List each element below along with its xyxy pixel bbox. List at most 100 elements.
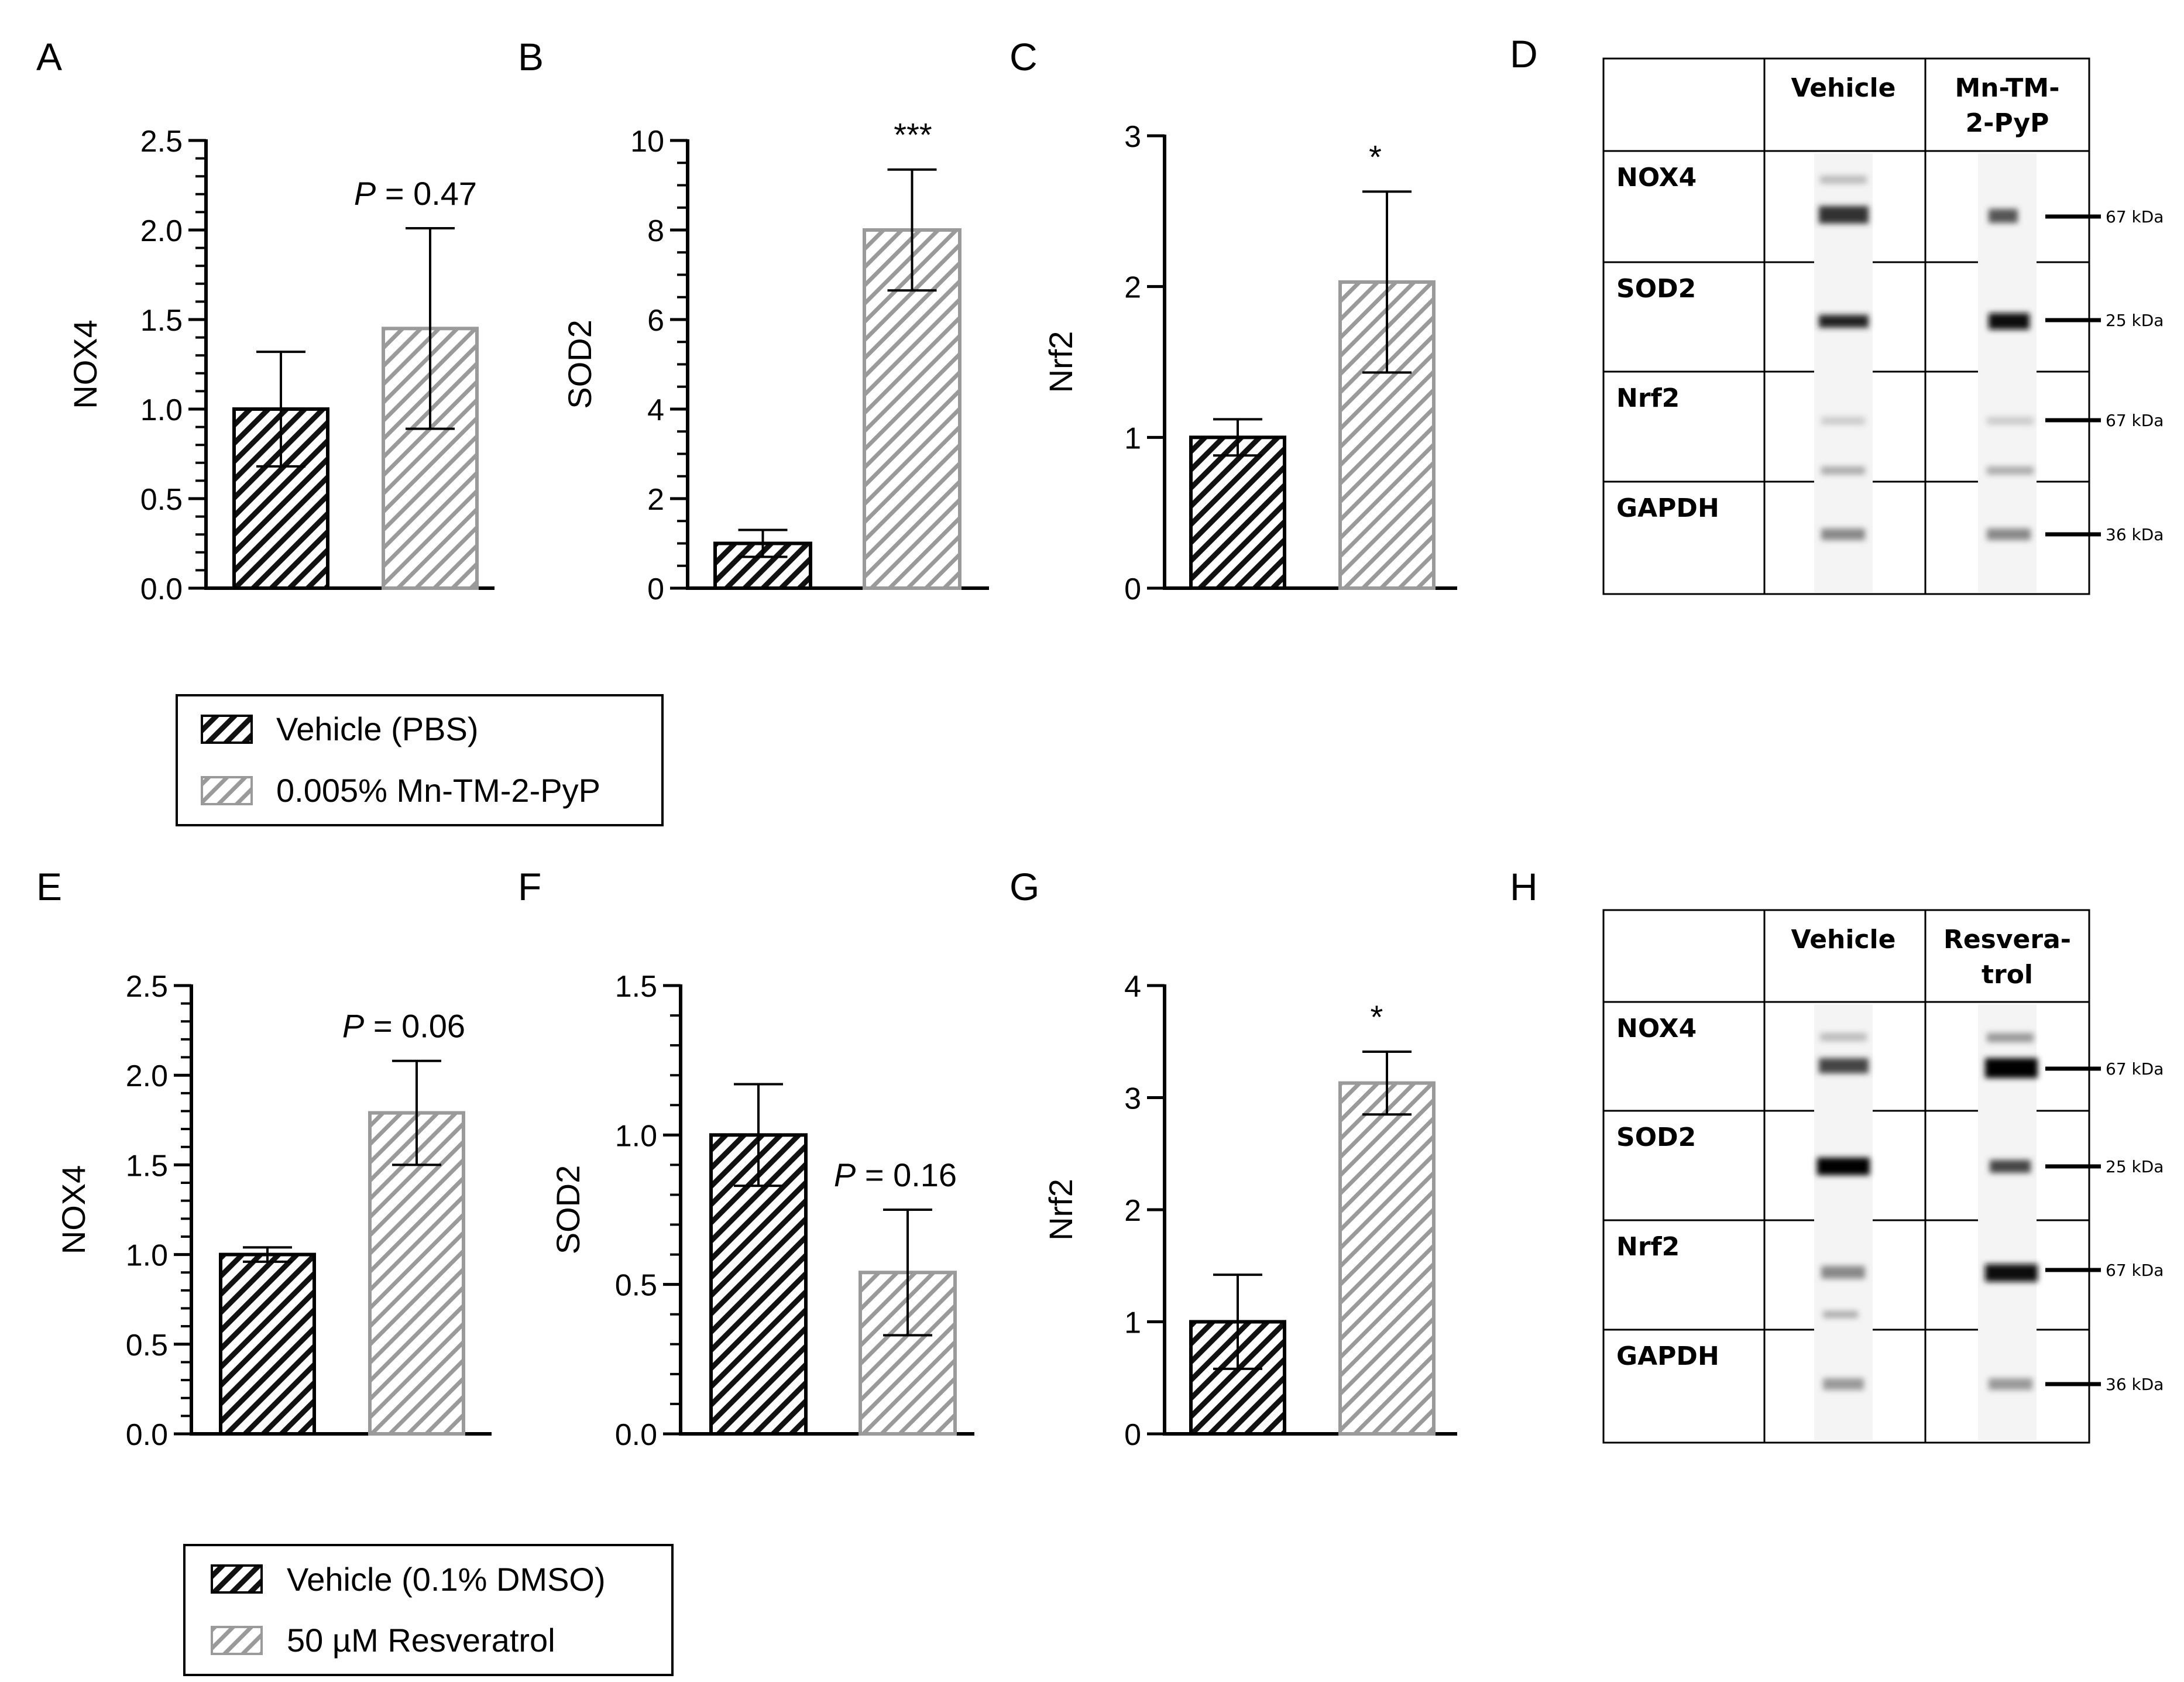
y-tick-label: 1.0	[126, 1239, 168, 1273]
kda-label: 25 kDa	[2106, 311, 2164, 330]
band-nox4-treatment	[1985, 1058, 2038, 1078]
legend-swatch-treatment	[211, 1626, 263, 1655]
y-tick-label: 2.5	[140, 125, 183, 159]
row-label-nox4: NOX4	[1616, 163, 1697, 193]
band-sod2-vehicle	[1817, 1158, 1870, 1175]
blot-lane-vehicle	[1814, 153, 1873, 592]
kda-label: 67 kDa	[2106, 411, 2164, 430]
band-nrf2-treatment	[1985, 1264, 2038, 1282]
y-tick-label: 0	[647, 572, 664, 606]
panel-letter-c: C	[1009, 35, 1038, 78]
y-tick-label: 1.0	[615, 1119, 657, 1153]
y-tick-label: 0	[1124, 572, 1141, 606]
band-nrf2-vehicle	[1821, 1266, 1865, 1279]
blot-lane-treatment	[1978, 153, 2037, 592]
y-tick-label: 3	[1124, 120, 1141, 154]
error-bar-treatment	[1362, 1050, 1412, 1116]
row-label-nox4: NOX4	[1616, 1014, 1697, 1043]
band-nrf2-treatment	[1987, 417, 2034, 425]
panel-letter-e: E	[36, 865, 62, 908]
band-nrf2-vehicle	[1821, 417, 1865, 425]
y-axis-label: SOD2	[550, 1165, 586, 1255]
band-nox4-treatment-upper	[1987, 1033, 2034, 1042]
column-header-treatment-line2: trol	[1982, 960, 2033, 990]
y-tick-label: 1.0	[140, 393, 183, 427]
y-tick-label: 0.0	[126, 1418, 168, 1452]
y-tick-label: 4	[647, 393, 664, 427]
band-nrf2-treatment-lower	[1987, 466, 2034, 475]
bar-vehicle	[219, 1252, 316, 1436]
error-bar-vehicle	[1213, 1273, 1262, 1370]
row-label-sod2: SOD2	[1616, 1123, 1696, 1152]
band-nox4-treatment	[1989, 209, 2018, 223]
row-label-gapdh: GAPDH	[1616, 1341, 1719, 1371]
y-tick-label: 1	[1124, 421, 1141, 455]
y-tick-label: 2.0	[140, 214, 183, 248]
column-header-vehicle: Vehicle	[1791, 925, 1896, 955]
row-label-nrf2: Nrf2	[1616, 1232, 1680, 1262]
column-header-treatment-line1: Mn-TM-	[1955, 73, 2060, 103]
significance-label: ***	[894, 116, 932, 153]
error-bar-vehicle	[1213, 418, 1262, 457]
panel-letter-h: H	[1510, 865, 1538, 908]
y-tick-label: 1.5	[140, 304, 183, 338]
error-bar-vehicle	[243, 1246, 292, 1263]
chart-b: 0 2 4 6 8 10 SOD2 ***	[561, 116, 989, 606]
legend-label-vehicle: Vehicle (0.1% DMSO)	[287, 1561, 606, 1598]
kda-label: 67 kDa	[2106, 1261, 2164, 1280]
y-tick-label: 1	[1124, 1306, 1141, 1340]
significance-label: P = 0.47	[354, 175, 477, 212]
y-tick-label: 2	[647, 483, 664, 517]
chart-g: 0 1 2 3 4 Nrf2 *	[1042, 970, 1457, 1452]
chart-e: 0.0 0.5 1.0 1.5 2.0 2.5 NOX4 P = 0.06	[55, 970, 492, 1452]
y-tick-label: 1.5	[615, 970, 657, 1004]
band-nox4-vehicle	[1819, 1058, 1869, 1073]
band-sod2-vehicle	[1819, 315, 1869, 328]
significance-label: P = 0.16	[834, 1156, 957, 1193]
y-axis-label: Nrf2	[1042, 1179, 1079, 1241]
error-bar-treatment	[887, 168, 937, 292]
y-axis-label: NOX4	[55, 1165, 92, 1255]
y-axis-label: SOD2	[561, 320, 598, 409]
band-nrf2-vehicle-lower	[1821, 466, 1865, 475]
band-sod2-treatment	[1990, 1160, 2031, 1173]
y-tick-label: 2	[1124, 1194, 1141, 1228]
column-header-treatment-line2: 2-PyP	[1966, 108, 2049, 138]
blot-table-d: Vehicle Mn-TM- 2-PyP NOX4 SOD2 Nrf2 GAPD…	[1602, 57, 2164, 595]
row-label-sod2: SOD2	[1616, 274, 1696, 304]
band-nox4-vehicle-upper	[1820, 1033, 1867, 1041]
legend-frame	[183, 1544, 674, 1676]
error-bar-vehicle	[738, 528, 788, 558]
y-tick-label: 0.5	[615, 1269, 657, 1303]
legend-label-treatment: 0.005% Mn-TM-2-PyP	[276, 772, 600, 809]
row-label-gapdh: GAPDH	[1616, 493, 1719, 523]
legend-swatch-treatment	[201, 776, 253, 805]
blot-lane-vehicle	[1814, 1004, 1873, 1440]
error-bar-treatment	[883, 1209, 932, 1337]
panel-letter-f: F	[518, 865, 541, 908]
band-nrf2-vehicle-lower	[1823, 1311, 1858, 1318]
chart-f: 0.0 0.5 1.0 1.5 SOD2 P = 0.16	[550, 970, 974, 1452]
y-tick-label: 2	[1124, 271, 1141, 305]
chart-c: 0 1 2 3 Nrf2 *	[1042, 120, 1457, 606]
bar-treatment	[368, 1111, 465, 1436]
legend-label-vehicle: Vehicle (PBS)	[276, 710, 479, 747]
y-tick-label: 6	[647, 304, 664, 338]
legend-frame	[176, 694, 664, 826]
bar-vehicle	[1189, 435, 1286, 590]
y-tick-label: 0.0	[615, 1418, 657, 1452]
kda-label: 67 kDa	[2106, 207, 2164, 226]
legend-bottom: Vehicle (0.1% DMSO) 50 µM Resveratrol	[183, 1544, 674, 1676]
band-gapdh-treatment	[1987, 528, 2031, 540]
band-gapdh-vehicle	[1821, 528, 1865, 540]
y-tick-label: 0	[1124, 1418, 1141, 1452]
kda-label: 67 kDa	[2106, 1059, 2164, 1079]
error-bar-treatment	[406, 226, 455, 430]
y-tick-label: 0.0	[140, 572, 183, 606]
y-axis-label: Nrf2	[1042, 331, 1079, 393]
panel-letter-g: G	[1009, 865, 1039, 908]
y-tick-label: 1.5	[126, 1149, 168, 1183]
column-header-treatment-line1: Resvera-	[1943, 925, 2071, 955]
chart-a: 0.0 0.5 1.0 1.5 2.0 2.5 NOX4 P = 0.47	[67, 125, 495, 606]
